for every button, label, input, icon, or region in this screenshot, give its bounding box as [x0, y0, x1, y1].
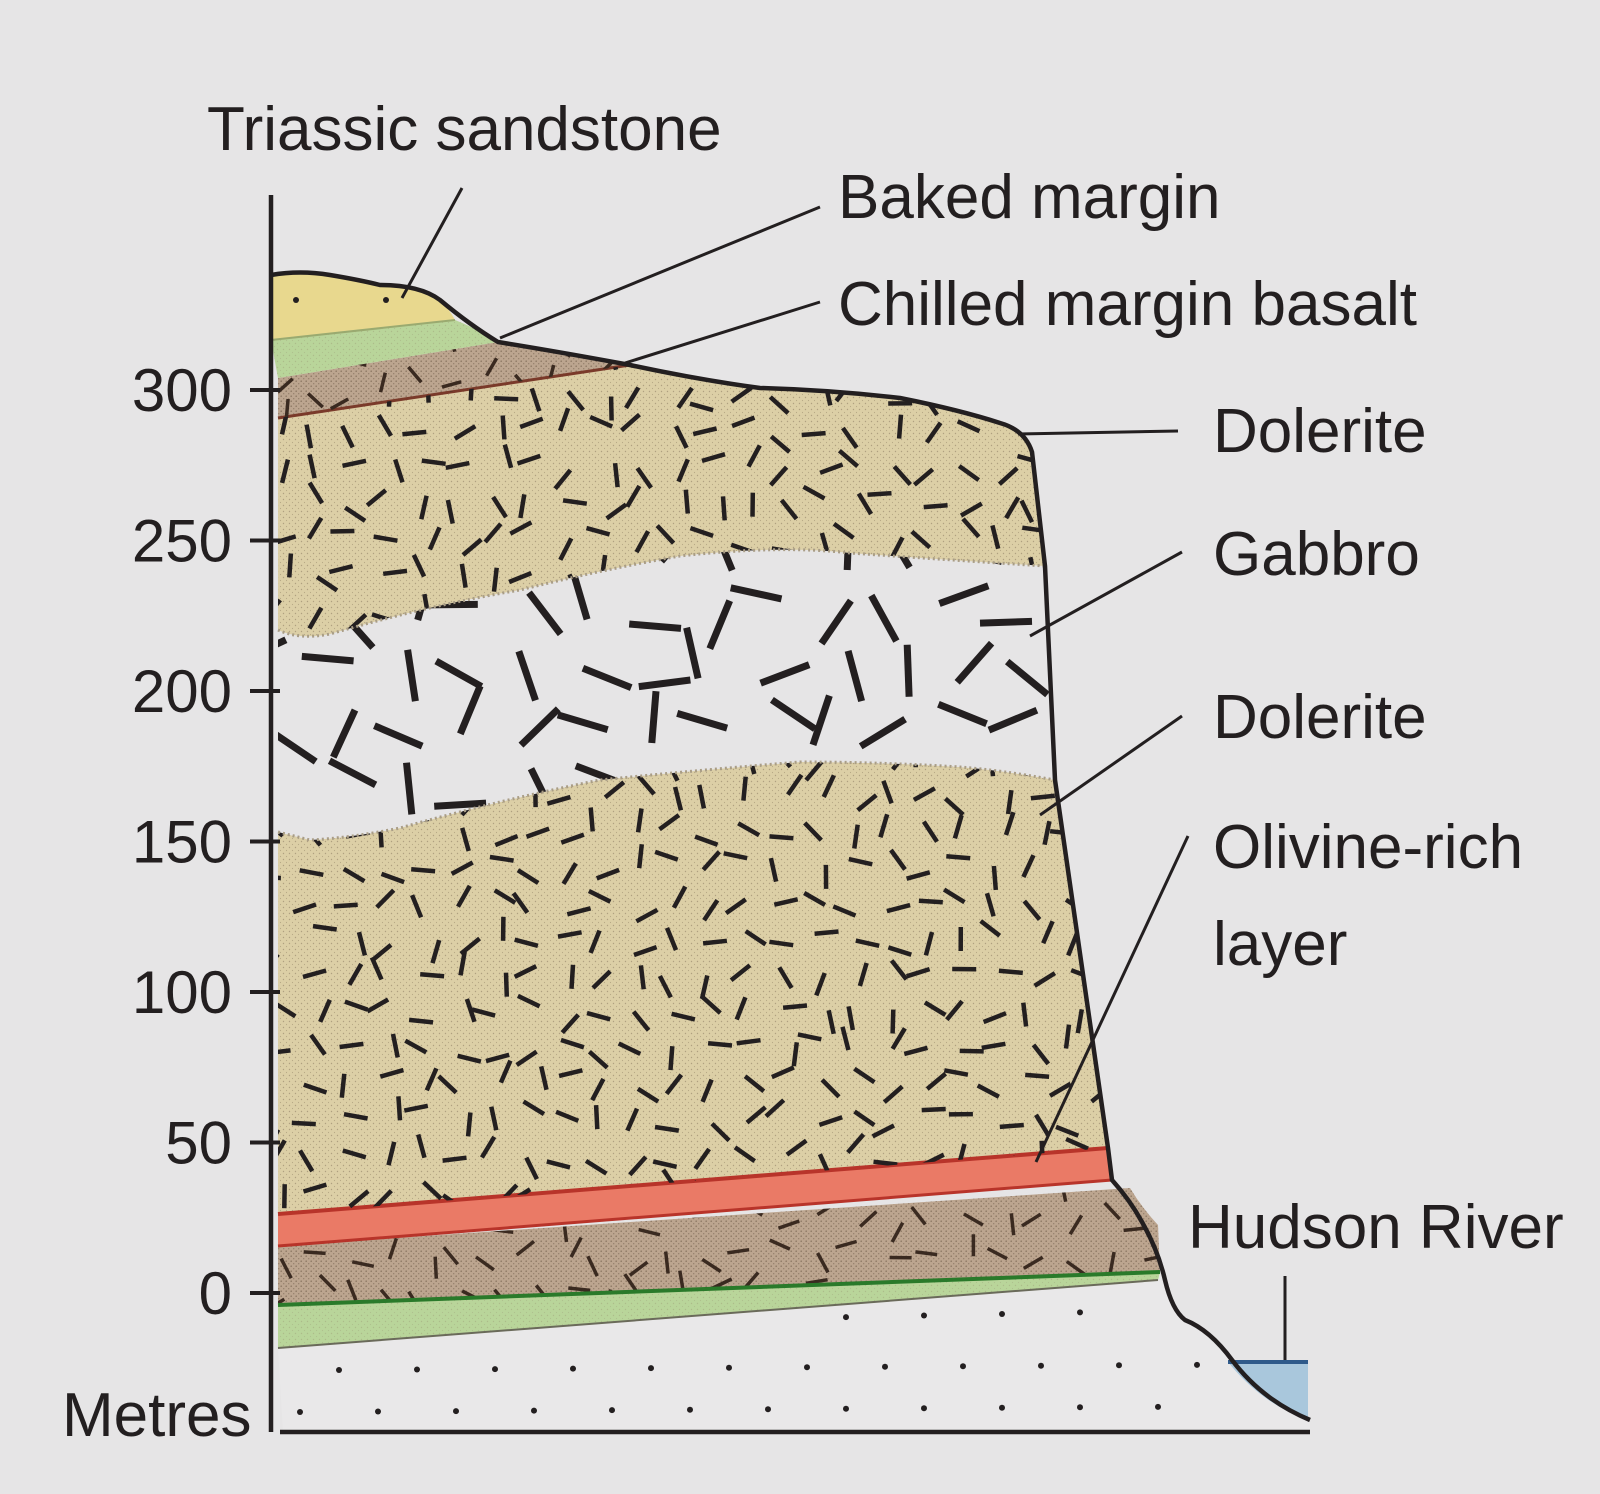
- y-axis-tick-label: 300: [132, 357, 232, 424]
- y-axis-tick-label: 150: [132, 809, 232, 876]
- label-chilled-margin-basalt: Chilled margin basalt: [838, 270, 1417, 339]
- label-dolerite-upper: Dolerite: [1213, 397, 1427, 466]
- base-sediment-layer: [278, 1270, 1310, 1432]
- y-axis-ticks: 300 250 200 150 100 50 0: [132, 357, 280, 1327]
- olivine-rich-layer-band: [278, 1148, 1112, 1246]
- y-axis-tick-label: 250: [132, 508, 232, 575]
- label-olivine-rich-line1: Olivine-rich: [1213, 813, 1523, 882]
- gabbro-layer: [278, 549, 1055, 840]
- y-axis-tick-label: 100: [132, 959, 232, 1026]
- label-baked-margin: Baked margin: [838, 163, 1221, 232]
- y-axis-unit: Metres: [62, 1381, 251, 1450]
- label-triassic-sandstone: Triassic sandstone: [207, 95, 722, 164]
- y-axis-tick-label: 200: [132, 658, 232, 725]
- label-olivine-rich-line2: layer: [1213, 910, 1347, 979]
- y-axis-tick-label: 0: [199, 1260, 232, 1327]
- y-axis-tick-label: 50: [165, 1110, 232, 1177]
- label-hudson-river: Hudson River: [1188, 1193, 1564, 1262]
- cliff-outline: [270, 270, 1311, 1423]
- label-dolerite-lower: Dolerite: [1213, 683, 1427, 752]
- label-gabbro: Gabbro: [1213, 520, 1420, 589]
- sediment-dots: [297, 1309, 1200, 1415]
